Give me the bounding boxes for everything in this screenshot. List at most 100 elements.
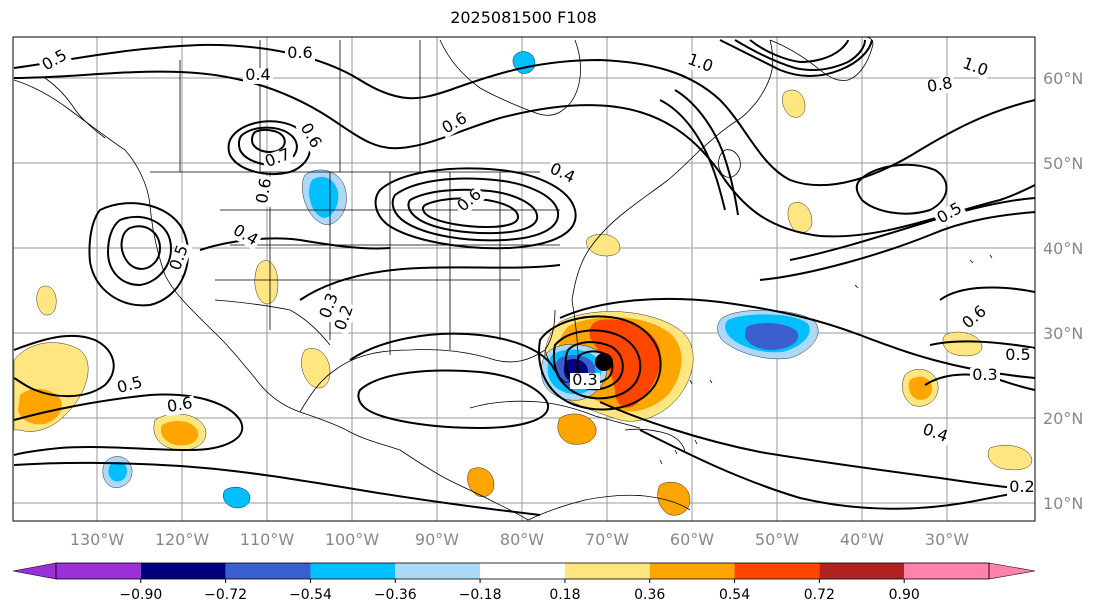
contour-label-bg: [295, 119, 325, 153]
shade-storm-red: [589, 319, 661, 408]
storm-center-marker: [595, 353, 613, 371]
contour-label-bg: [933, 199, 967, 229]
lon-label: 80°W: [500, 530, 544, 549]
lat-label: 40°N: [1043, 239, 1083, 258]
contour-atl-10: [855, 163, 948, 215]
colorbar-segment: [395, 563, 481, 579]
contour-label-bg: [243, 68, 273, 84]
contour-gulf-02: [349, 332, 556, 371]
lon-label: 40°W: [840, 530, 884, 549]
contour-label: 0.3: [572, 370, 597, 389]
colorbar-segment: [819, 563, 905, 579]
shade-midatl-yellow: [586, 234, 621, 257]
contour-atl-04: [599, 401, 1035, 491]
lat-labels: 60°N 50°N 40°N 30°N 20°N 10°N: [1043, 69, 1083, 513]
contour-label-bg: [958, 55, 992, 81]
contour-label-bg: [918, 421, 952, 447]
lon-label: 120°W: [155, 530, 210, 549]
shade-cpac-cyan: [223, 487, 251, 509]
contour-azores-b: [929, 340, 1035, 349]
colorbar-tick-label: −0.18: [459, 587, 502, 603]
shade-sw-orange-b: [160, 420, 199, 446]
contour-label-group: 0.5 0.60.40.60.70.60.40.50.30.40.60.20.50…: [38, 43, 1035, 496]
contour-atl-03: [559, 297, 1035, 379]
contour-label-bg: [970, 368, 1000, 384]
contour-label-bg: [332, 301, 358, 335]
coast-hudson: [439, 39, 581, 116]
contour-quebec-b: [674, 89, 739, 216]
lon-label: 70°W: [585, 530, 629, 549]
colorbar-segment: [904, 563, 989, 579]
colorbar-tick-label: −0.90: [119, 587, 162, 603]
contour-bc-a: [227, 120, 311, 176]
coast-cuba: [469, 400, 641, 429]
colorbar-tick-label: −0.72: [204, 587, 247, 603]
shade-tx-yellow: [254, 260, 279, 305]
contour-label-bg: [163, 395, 197, 417]
contour-storm-a: [538, 315, 662, 411]
coast-east-us: [571, 149, 701, 301]
contour-label-bg: [683, 51, 717, 77]
coast-sa: [527, 494, 691, 521]
contour-storm-b: [552, 329, 642, 400]
colorbar-segment: [649, 563, 735, 579]
contour-06-west: [13, 393, 243, 456]
contour-label-bg: [285, 46, 315, 62]
colorbar-tick-label: 0.54: [719, 587, 750, 603]
contour-label-bg: [261, 146, 295, 172]
shade-pac-cyan2: [108, 461, 127, 482]
map-frame: [12, 36, 1036, 522]
shade-natl-orange: [908, 376, 933, 400]
lon-label: 100°W: [325, 530, 380, 549]
contour-sw-c: [13, 461, 541, 516]
contour-east-us: [299, 264, 561, 301]
border-us-mexico: [214, 299, 331, 346]
shade-cam-yellow: [467, 467, 495, 497]
contour-label-bg: [1007, 480, 1035, 496]
contour-label-bg: [923, 75, 957, 97]
contour-glakes-c: [407, 188, 539, 235]
lat-label: 30°N: [1043, 324, 1083, 343]
contour-carib-loop: [357, 369, 550, 430]
colorbar-tick-label: 0.18: [549, 587, 580, 603]
coastlines: [13, 37, 993, 521]
colorbar-tick-label: 0.36: [634, 587, 665, 603]
lon-label: 90°W: [415, 530, 459, 549]
lon-label: 110°W: [240, 530, 295, 549]
contour-label: 0.3: [972, 365, 997, 384]
contour-labrador-a: [719, 39, 873, 77]
contour-glakes-b: [391, 177, 560, 242]
contour-label-bg: [570, 373, 600, 389]
contour-label: 0.6: [252, 177, 275, 205]
map-title: 2025081500 F108: [450, 8, 597, 27]
colorbar-segment: [480, 563, 565, 579]
contour-label-bg: [317, 289, 343, 323]
contour-atl-02: [639, 429, 1035, 510]
shade-labrador-yellow: [781, 89, 806, 118]
contour-quebec: [659, 99, 726, 211]
shade-ncus-cyan: [309, 176, 339, 218]
shade-wpac-yellow: [36, 285, 57, 316]
contour-north-b: [13, 70, 1035, 238]
shade-ne-orange: [787, 202, 813, 233]
contour-label: 0.8: [926, 73, 954, 96]
contour-label: 0.4: [245, 65, 270, 84]
contour-label-bg: [1003, 348, 1033, 364]
shade-caribbean-orange: [557, 413, 597, 445]
lat-label: 50°N: [1043, 154, 1083, 173]
contour-rock-a: [106, 215, 172, 287]
shade-azores-yellow: [942, 331, 983, 357]
contour-label: 0.6: [287, 43, 312, 62]
shade-gulf-yellow: [301, 348, 331, 389]
colorbar-border: [55, 562, 990, 580]
coast-vancouver: [44, 77, 106, 139]
map-frame-bg: [13, 37, 1035, 521]
contour-label-bg: [958, 302, 992, 334]
contour-label-bg: [453, 185, 487, 217]
caribbean-islands: [659, 254, 993, 465]
colorbar-segment: [564, 563, 650, 579]
colorbar-tick-label: −0.36: [374, 587, 417, 603]
lon-label: 30°W: [925, 530, 969, 549]
contour-atl-06: [759, 211, 1035, 281]
